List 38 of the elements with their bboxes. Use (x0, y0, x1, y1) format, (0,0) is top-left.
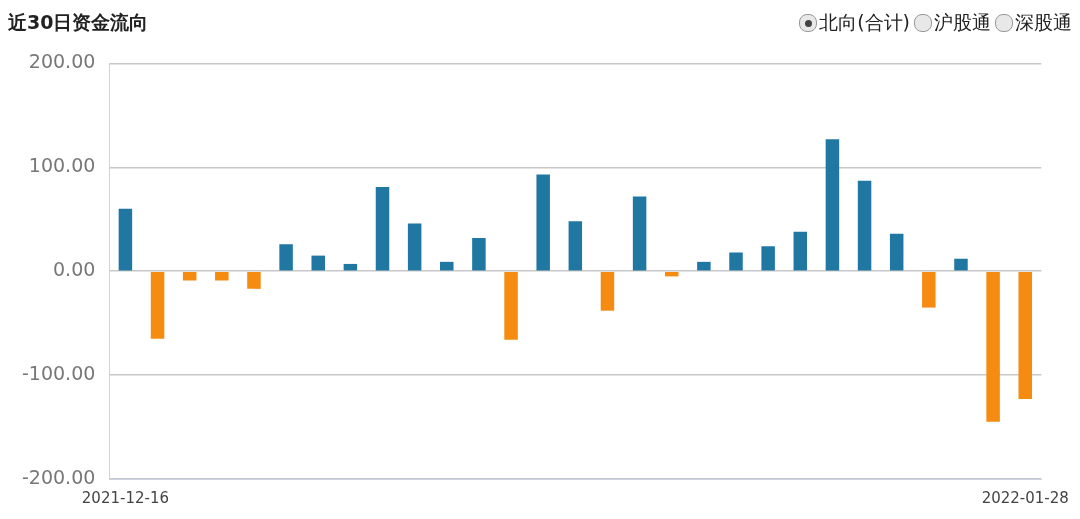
bar (536, 174, 550, 271)
y-tick-label: -100.00 (21, 362, 96, 385)
bar (761, 246, 775, 271)
bar (440, 261, 454, 271)
bar (247, 271, 261, 289)
bar (568, 221, 583, 271)
bar (729, 252, 743, 271)
bar (150, 271, 165, 339)
bar (407, 223, 422, 271)
bar (986, 271, 1000, 422)
text: 深股通 (1015, 10, 1072, 35)
bar (889, 233, 904, 271)
bar (793, 231, 808, 271)
bar (472, 237, 486, 271)
chart-title: 近30日资金流向 (8, 10, 149, 35)
bar (118, 208, 133, 271)
bar (375, 187, 390, 271)
x-tick-label: 2022-01-28 (981, 488, 1069, 507)
text: 沪股通 (934, 10, 991, 35)
y-tick-label: -200.00 (21, 465, 96, 488)
y-tick-label: 0.00 (53, 258, 96, 281)
bar (215, 271, 229, 281)
bar (182, 271, 197, 281)
bar (311, 255, 325, 271)
bar (825, 139, 840, 271)
x-tick-label: 2021-12-16 (81, 488, 169, 507)
bar (504, 271, 518, 340)
bar (279, 244, 293, 271)
bar (857, 180, 872, 271)
bar (922, 271, 936, 308)
text: 北向(合计) (819, 10, 910, 35)
bar (600, 271, 615, 311)
bar (632, 196, 647, 271)
bar (954, 258, 968, 271)
bar (1018, 271, 1032, 399)
bar (697, 261, 711, 271)
y-tick-label: 100.00 (28, 154, 96, 177)
y-tick-label: 200.00 (28, 50, 96, 73)
